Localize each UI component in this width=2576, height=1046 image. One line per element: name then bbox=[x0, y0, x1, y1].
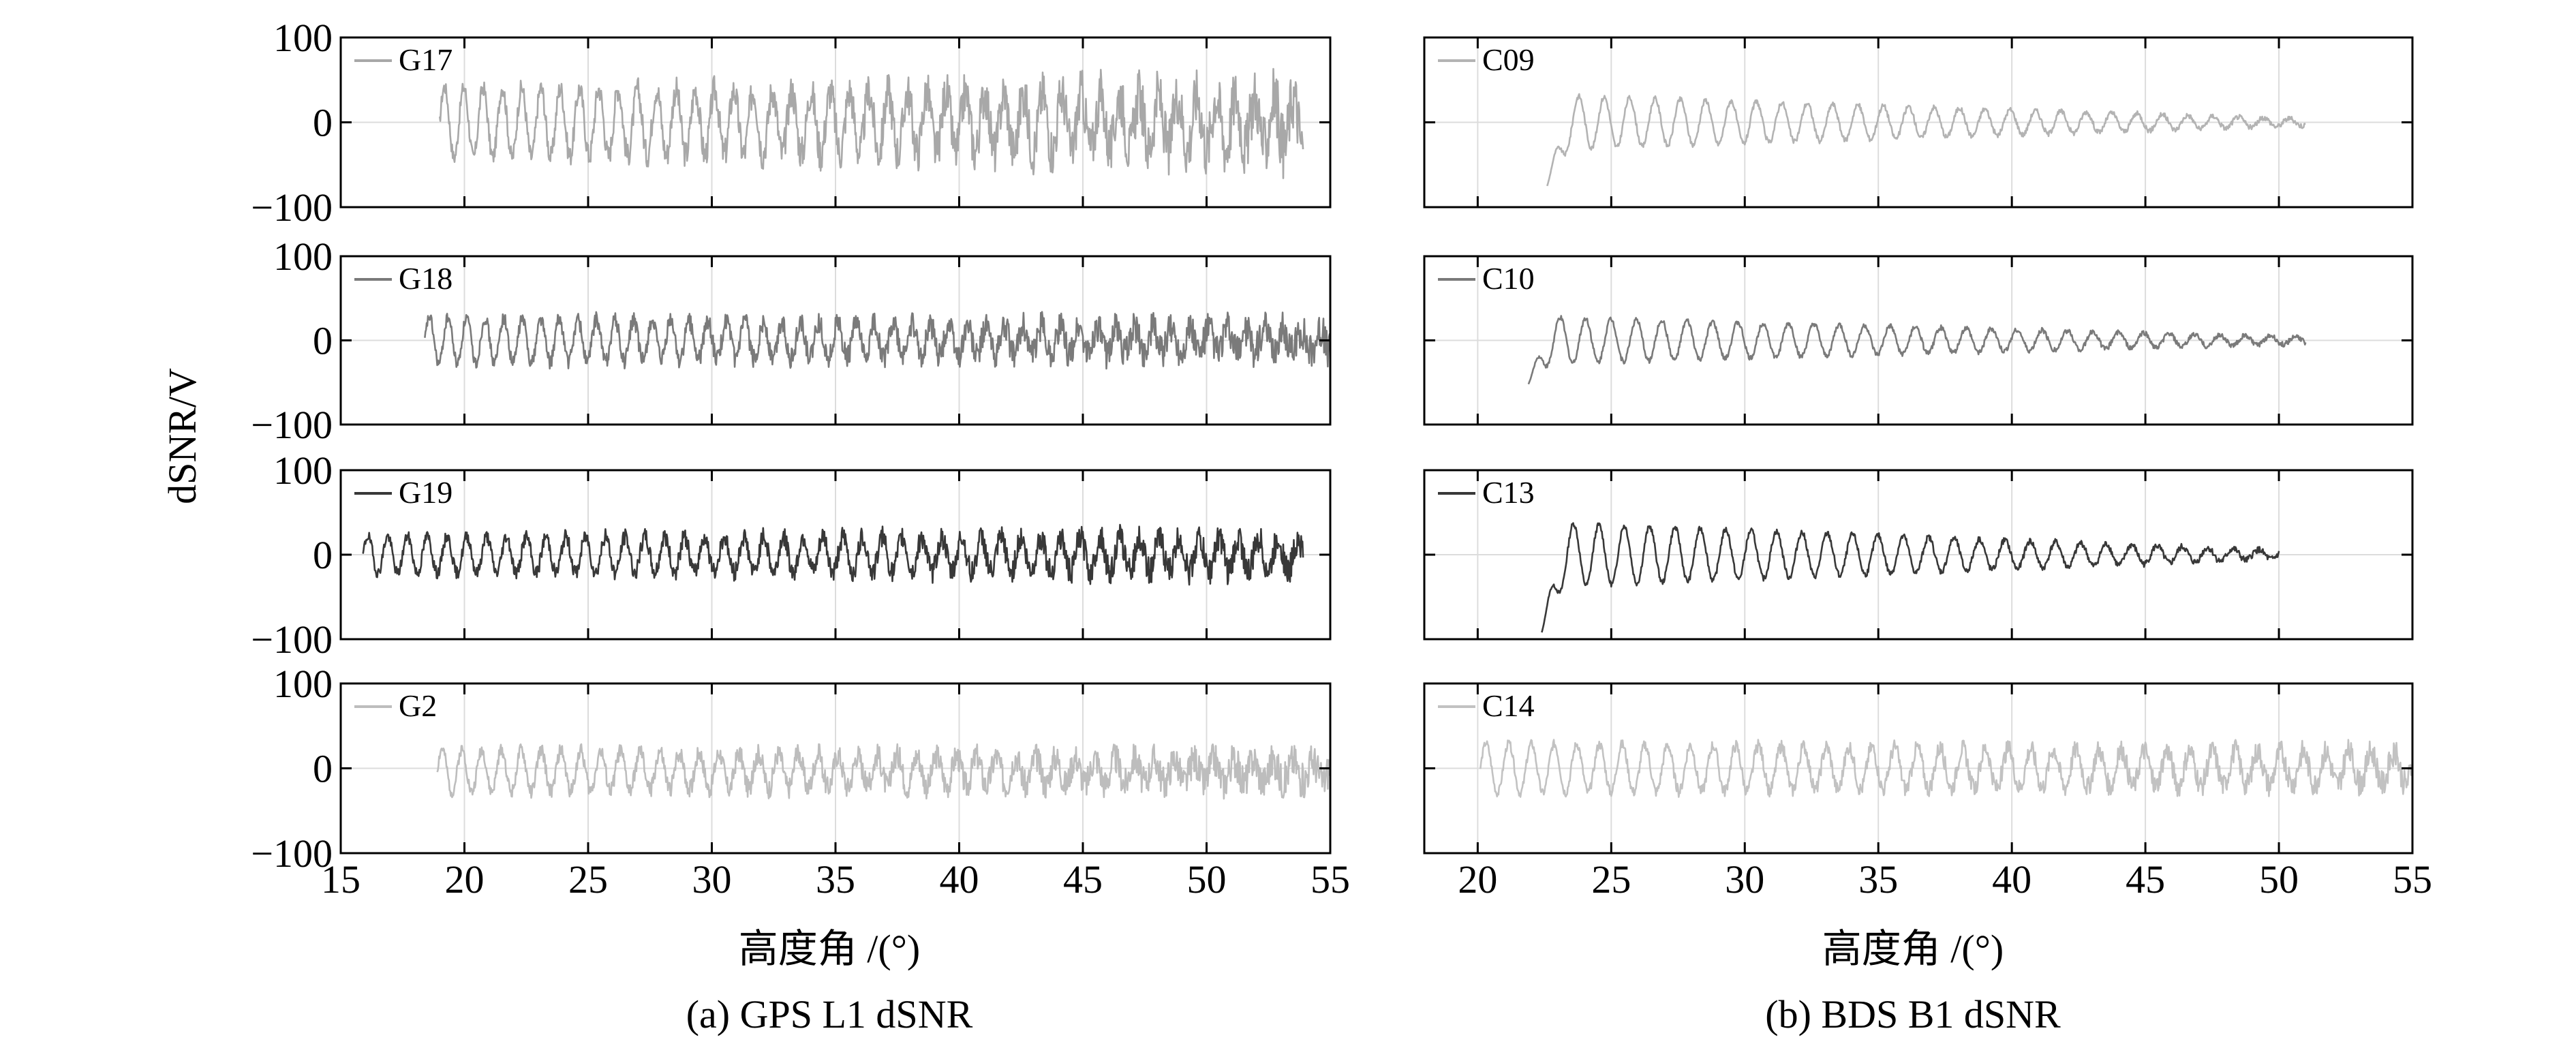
series-line-C13 bbox=[1541, 522, 2280, 633]
x-tick-label: 15 bbox=[321, 857, 361, 902]
series-line-G17 bbox=[438, 67, 1304, 179]
chart-a-1: G17 −100 0 100 bbox=[251, 16, 1332, 230]
legend-label-C10: C10 bbox=[1482, 261, 1535, 296]
y-tick-label: 0 bbox=[313, 533, 333, 577]
y-tick-label: 100 bbox=[273, 662, 333, 706]
y-tick-label: 0 bbox=[313, 319, 333, 363]
series-line-C10 bbox=[1527, 315, 2307, 385]
series-line-G18 bbox=[424, 311, 1332, 370]
y-tick-label: −100 bbox=[251, 185, 333, 230]
x-tick-label: 50 bbox=[2259, 857, 2299, 902]
legend-label-C13: C13 bbox=[1482, 475, 1535, 510]
x-axis-title-a: 高度角 /(°) bbox=[739, 927, 920, 971]
x-axis-title-b: 高度角 /(°) bbox=[1822, 927, 2004, 971]
x-tick-label: 45 bbox=[2126, 857, 2165, 902]
x-tick-label: 30 bbox=[1725, 857, 1764, 902]
chart-b-4: C14 20 25 30 35 40 45 50 55 bbox=[1423, 682, 2432, 902]
y-tick-label: 0 bbox=[313, 747, 333, 791]
legend-label-G17: G17 bbox=[399, 42, 453, 77]
x-tick-label: 55 bbox=[2393, 857, 2432, 902]
y-tick-label: 100 bbox=[273, 16, 333, 60]
chart-a-2: G18 −100 0 100 bbox=[251, 234, 1332, 447]
y-tick-label: 100 bbox=[273, 448, 333, 493]
x-tick-label: 35 bbox=[1858, 857, 1898, 902]
x-tick-label: 25 bbox=[1591, 857, 1631, 902]
x-tick-label: 25 bbox=[568, 857, 608, 902]
series-line-C09 bbox=[1546, 93, 2306, 187]
chart-a-4: G2 15 20 25 30 35 40 45 50 55 −100 0 100 bbox=[251, 662, 1350, 902]
legend-label-G19: G19 bbox=[399, 475, 453, 510]
x-tick-label: 35 bbox=[816, 857, 855, 902]
y-tick-label: −100 bbox=[251, 617, 333, 662]
x-tick-label: 20 bbox=[445, 857, 485, 902]
x-tick-label: 20 bbox=[1458, 857, 1497, 902]
series-line-G2 bbox=[436, 743, 1332, 800]
y-tick-label: −100 bbox=[251, 831, 333, 876]
series-line-C14 bbox=[1479, 739, 2414, 798]
chart-a-3: G19 −100 0 100 bbox=[251, 448, 1332, 662]
chart-b-3: C13 bbox=[1423, 469, 2414, 641]
panel-caption-a: (a) GPS L1 dSNR bbox=[686, 992, 973, 1036]
panel-caption-b: (b) BDS B1 dSNR bbox=[1765, 992, 2061, 1036]
x-tick-label: 30 bbox=[692, 857, 732, 902]
legend-label-G18: G18 bbox=[399, 261, 453, 296]
x-tick-label: 50 bbox=[1187, 857, 1227, 902]
y-tick-label: −100 bbox=[251, 403, 333, 447]
y-axis-title: dSNR/V bbox=[160, 368, 204, 504]
chart-b-2: C10 bbox=[1423, 255, 2414, 426]
chart-b-1: C09 bbox=[1423, 36, 2414, 209]
x-tick-label: 40 bbox=[1992, 857, 2031, 902]
x-tick-label: 45 bbox=[1063, 857, 1103, 902]
panels: G17 −100 0 100 G18 −100 0 100 G19 −100 0 100 G2 15 20 2… bbox=[251, 16, 2432, 902]
y-tick-label: 0 bbox=[313, 101, 333, 145]
series-line-G19 bbox=[362, 523, 1304, 586]
legend-label-C14: C14 bbox=[1482, 688, 1535, 723]
x-tick-label: 55 bbox=[1310, 857, 1350, 902]
y-tick-label: 100 bbox=[273, 234, 333, 279]
legend-label-C09: C09 bbox=[1482, 42, 1535, 77]
x-tick-label: 40 bbox=[940, 857, 979, 902]
legend-label-G2: G2 bbox=[399, 688, 437, 723]
